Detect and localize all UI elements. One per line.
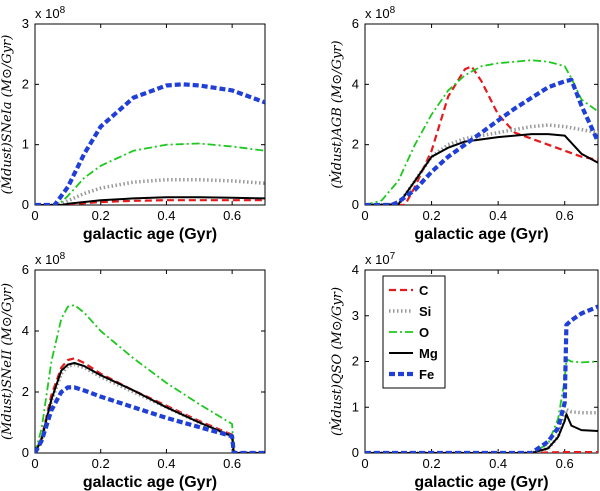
axes-frame <box>34 23 266 206</box>
series-line-o <box>35 304 265 453</box>
y-axis-label: (Ṁdust)AGB (M⊙/Gyr) <box>328 40 345 188</box>
y-tick-label: 4 <box>352 262 359 277</box>
legend-label-mg: Mg <box>419 346 438 361</box>
y-tick-label: 2 <box>22 384 29 399</box>
x-axis-label: galactic age (Gyr) <box>83 226 217 243</box>
y-tick-label: 3 <box>22 16 29 31</box>
panel-top-right: 0 0.2 0.4 0.6 0 2 4 6 x 108 galactic age (Gyr) (Ṁd… <box>328 5 599 243</box>
y-multiplier: x 108 <box>365 5 396 21</box>
x-axis-label: galactic age (Gyr) <box>414 226 548 243</box>
x-tick-label: 0.4 <box>157 456 175 471</box>
x-tick-label: 0.6 <box>223 456 241 471</box>
y-tick-label: 0 <box>22 445 29 460</box>
x-tick-label: 0.4 <box>489 456 507 471</box>
x-axis-label: galactic age (Gyr) <box>83 474 217 491</box>
series-line-si <box>35 177 265 205</box>
x-tick-label: 0.2 <box>92 456 110 471</box>
y-tick-label: 0 <box>22 197 29 212</box>
x-tick-label: 0.6 <box>556 456 574 471</box>
series-line-fe <box>365 77 598 205</box>
x-tick-label: 0.6 <box>223 208 241 223</box>
y-axis-label: (Ṁdust)QSO (M⊙/Gyr) <box>328 287 345 436</box>
y-tick-label: 6 <box>352 16 359 31</box>
legend: C Si O Mg Fe <box>382 275 446 389</box>
panel-top-left: 0 0.2 0.4 0.6 0 1 2 3 x 108 galactic age (Gyr) (Ṁd… <box>0 5 266 243</box>
y-tick-label: 2 <box>352 354 359 369</box>
x-tick-label: 0 <box>31 208 38 223</box>
series-line-si <box>35 362 265 453</box>
series-line-c <box>365 65 598 205</box>
axes-frame <box>364 23 599 206</box>
series-line-mg <box>365 133 598 205</box>
y-axis-label: (Ṁdust)SNeIa (M⊙/Gyr) <box>0 35 15 195</box>
legend-label-si: Si <box>419 304 431 319</box>
y-tick-label: 3 <box>352 308 359 323</box>
x-tick-label: 0.4 <box>157 208 175 223</box>
x-tick-label: 0 <box>31 456 38 471</box>
y-tick-label: 0 <box>352 197 359 212</box>
y-tick-label: 4 <box>22 323 29 338</box>
y-tick-label: 4 <box>352 76 359 91</box>
y-multiplier: x 108 <box>35 5 66 21</box>
y-tick-label: 2 <box>352 137 359 152</box>
x-tick-label: 0.2 <box>423 208 441 223</box>
panel-bottom-left: 0 0.2 0.4 0.6 0 2 4 6 x 108 galactic age (Gyr) (Ṁd… <box>0 251 266 491</box>
x-tick-label: 0 <box>361 456 368 471</box>
series-line-mg <box>35 196 265 205</box>
y-axis-label: (Ṁdust)SNeII (M⊙/Gyr) <box>0 283 15 440</box>
x-tick-label: 0.4 <box>489 208 507 223</box>
y-tick-label: 1 <box>22 137 29 152</box>
y-multiplier: x 108 <box>35 251 66 267</box>
x-tick-label: 0.2 <box>423 456 441 471</box>
series-line-o <box>365 59 598 205</box>
y-tick-label: 6 <box>22 262 29 277</box>
series-line-fe <box>365 304 598 453</box>
x-tick-label: 0 <box>361 208 368 223</box>
legend-label-c: C <box>419 283 429 298</box>
series-line-fe <box>35 82 265 205</box>
x-axis-label: galactic age (Gyr) <box>414 474 548 491</box>
y-tick-label: 1 <box>352 399 359 414</box>
series-line-si <box>365 123 598 205</box>
y-tick-label: 2 <box>22 76 29 91</box>
legend-label-fe: Fe <box>419 367 434 382</box>
series-line-mg <box>35 362 265 453</box>
legend-label-o: O <box>419 325 429 340</box>
series-line-fe <box>35 385 265 453</box>
x-tick-label: 0.6 <box>556 208 574 223</box>
y-multiplier: x 107 <box>365 251 396 267</box>
panel-bottom-right: 0 0.2 0.4 0.6 0 1 2 3 4 x 107 galactic age (Gyr) (Ṁ… <box>328 251 599 491</box>
series-line-c <box>365 451 598 453</box>
series-line-o <box>35 142 265 205</box>
series-line-c <box>35 357 265 453</box>
x-tick-label: 0.2 <box>92 208 110 223</box>
axes-frame <box>34 269 266 454</box>
y-tick-label: 0 <box>352 445 359 460</box>
